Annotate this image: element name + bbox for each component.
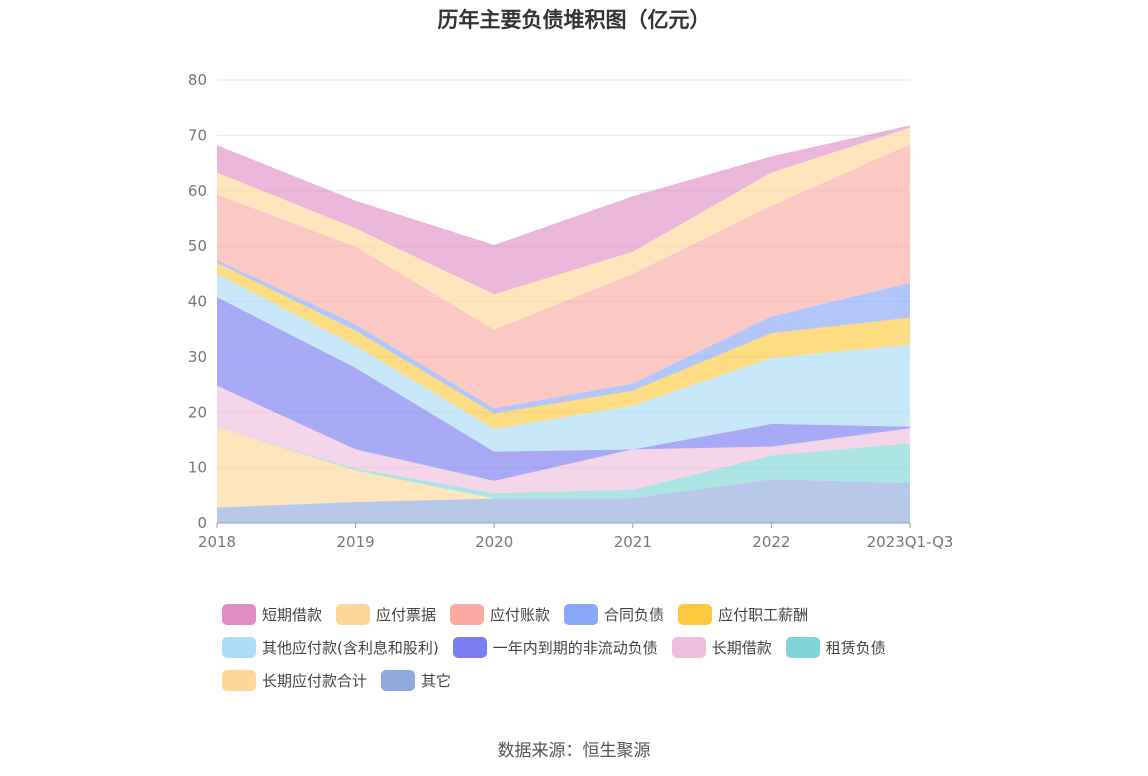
legend-item[interactable]: 长期应付款合计 xyxy=(222,669,367,691)
legend-label: 短期借款 xyxy=(262,605,323,624)
y-tick-label: 70 xyxy=(188,126,207,144)
legend-item[interactable]: 应付职工薪酬 xyxy=(678,603,808,625)
y-tick-label: 30 xyxy=(188,348,207,366)
y-tick-label: 0 xyxy=(197,514,207,532)
legend: 短期借款 应付票据 应付账款 合同负债 应付职工薪酬其他应付款(含利息和股利) 一年内到期… xyxy=(222,603,982,702)
y-tick-label: 40 xyxy=(188,293,207,311)
legend-item[interactable]: 应付票据 xyxy=(336,603,436,625)
y-tick-label: 10 xyxy=(188,459,207,477)
axes: 0 10 20 30 40 50 60 70 80 2018 2019 2020 2021 2022 202… xyxy=(188,71,954,551)
legend-item[interactable]: 其它 xyxy=(381,669,451,691)
x-tick-label: 2021 xyxy=(614,533,652,551)
legend-label: 其他应付款(含利息和股利) xyxy=(262,638,439,657)
x-tick-label: 2020 xyxy=(475,533,513,551)
legend-swatch xyxy=(222,636,256,658)
area-series-6 xyxy=(217,262,910,429)
legend-item[interactable]: 长期借款 xyxy=(671,636,772,658)
legend-label: 应付职工薪酬 xyxy=(718,605,809,624)
legend-swatch xyxy=(785,636,820,658)
legend-label: 一年内到期的非流动负债 xyxy=(492,638,658,657)
legend-item[interactable]: 应付账款 xyxy=(450,603,550,625)
area-series-5 xyxy=(217,273,910,452)
area-series-4 xyxy=(217,297,910,481)
x-tick-label: 2022 xyxy=(752,533,790,551)
x-tick-label: 2023Q1-Q3 xyxy=(867,533,954,551)
area-series-8 xyxy=(217,144,910,409)
area-series-10 xyxy=(217,125,910,295)
area-series-2 xyxy=(217,427,910,499)
legend-item[interactable]: 其他应付款(含利息和股利) xyxy=(222,636,439,658)
legend-item[interactable]: 一年内到期的非流动负债 xyxy=(452,636,658,658)
legend-label: 长期借款 xyxy=(711,638,772,657)
y-tick-label: 80 xyxy=(188,71,207,89)
legend-swatch xyxy=(222,603,256,625)
y-tick-label: 20 xyxy=(188,403,207,421)
legend-label: 租赁负债 xyxy=(825,638,886,657)
legend-label: 合同负债 xyxy=(604,605,665,624)
stacked-area-chart: 0 10 20 30 40 50 60 70 80 2018 2019 2020 2021 2022 202… xyxy=(188,71,954,551)
legend-swatch xyxy=(564,603,599,625)
y-tick-label: 60 xyxy=(188,182,207,200)
legend-swatch xyxy=(671,636,706,658)
x-tick-label: 2018 xyxy=(198,533,236,551)
area-series xyxy=(217,125,910,523)
area-series-0 xyxy=(217,479,910,523)
legend-swatch xyxy=(450,603,485,625)
data-source: 数据来源：恒生聚源 xyxy=(497,741,651,761)
x-tick-label: 2019 xyxy=(337,533,375,551)
legend-item[interactable]: 租赁负债 xyxy=(785,636,886,658)
legend-item[interactable]: 合同负债 xyxy=(564,603,664,625)
legend-label: 应付票据 xyxy=(376,605,437,624)
legend-label: 其它 xyxy=(421,671,452,690)
legend-swatch xyxy=(222,669,256,691)
legend-swatch xyxy=(452,636,487,658)
chart-title: 历年主要负债堆积图（亿元） xyxy=(437,8,711,32)
area-series-9 xyxy=(217,127,910,330)
legend-swatch xyxy=(678,603,713,625)
area-series-3 xyxy=(217,385,910,494)
y-tick-label: 50 xyxy=(188,237,207,255)
legend-label: 长期应付款合计 xyxy=(262,671,368,690)
legend-swatch xyxy=(336,603,371,625)
area-series-1 xyxy=(217,427,910,508)
legend-item[interactable]: 短期借款 xyxy=(222,603,322,625)
legend-swatch xyxy=(381,669,416,691)
legend-label: 应付账款 xyxy=(490,605,551,624)
